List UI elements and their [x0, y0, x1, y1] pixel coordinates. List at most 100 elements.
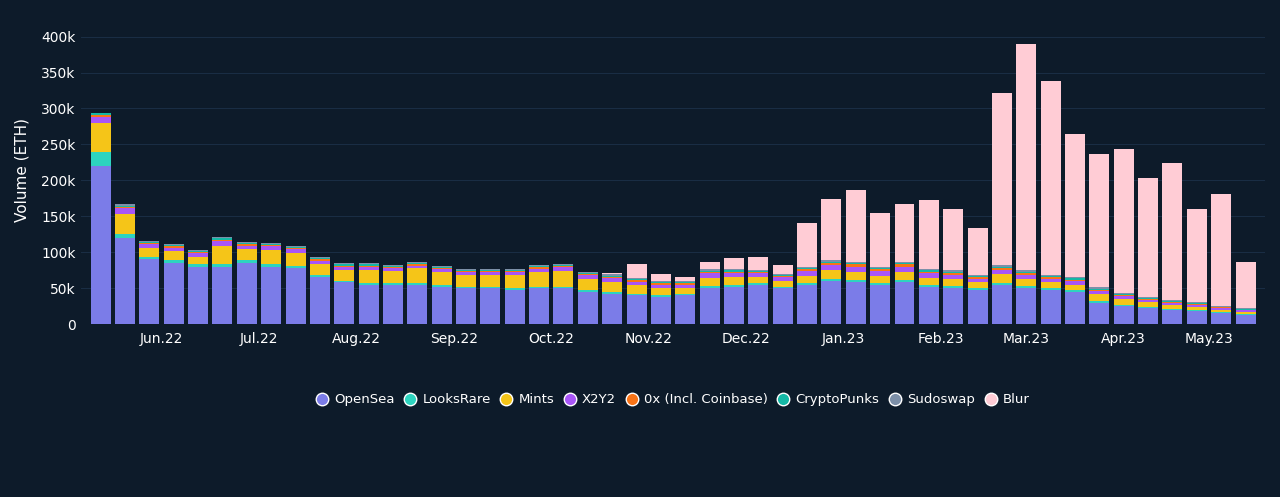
- Bar: [431, 266, 452, 267]
- Bar: [602, 274, 622, 275]
- Bar: [1187, 310, 1207, 311]
- Bar: [407, 268, 428, 283]
- Bar: [919, 200, 938, 269]
- Bar: [1114, 294, 1134, 295]
- Bar: [212, 238, 233, 240]
- Bar: [456, 275, 476, 287]
- Bar: [992, 283, 1012, 285]
- Bar: [188, 252, 209, 253]
- Bar: [1016, 286, 1037, 288]
- Bar: [529, 269, 549, 272]
- Bar: [261, 243, 282, 244]
- Bar: [749, 285, 768, 324]
- Bar: [1211, 307, 1231, 308]
- Bar: [943, 288, 963, 324]
- Bar: [797, 266, 817, 268]
- Bar: [943, 279, 963, 286]
- Bar: [676, 281, 695, 282]
- Bar: [992, 268, 1012, 270]
- Bar: [1114, 305, 1134, 306]
- Bar: [602, 292, 622, 294]
- Bar: [652, 283, 671, 285]
- Bar: [334, 282, 355, 324]
- Bar: [676, 277, 695, 281]
- Bar: [1211, 313, 1231, 324]
- Bar: [797, 283, 817, 285]
- Bar: [140, 242, 159, 243]
- Bar: [212, 266, 233, 324]
- Bar: [1114, 150, 1134, 293]
- Bar: [1211, 194, 1231, 306]
- Bar: [237, 246, 257, 249]
- Bar: [237, 263, 257, 324]
- Bar: [504, 269, 525, 270]
- Bar: [310, 258, 330, 259]
- Bar: [700, 278, 719, 286]
- Bar: [577, 290, 598, 292]
- Bar: [91, 113, 110, 115]
- Bar: [749, 270, 768, 271]
- Bar: [626, 278, 646, 279]
- Bar: [724, 285, 744, 287]
- Bar: [140, 259, 159, 324]
- Bar: [626, 280, 646, 282]
- Bar: [358, 285, 379, 324]
- Bar: [1114, 295, 1134, 296]
- Bar: [1138, 302, 1158, 307]
- Bar: [602, 294, 622, 324]
- Bar: [1041, 276, 1061, 277]
- Bar: [846, 263, 865, 264]
- Bar: [700, 288, 719, 324]
- Bar: [919, 272, 938, 273]
- Bar: [895, 280, 914, 282]
- Bar: [480, 287, 500, 288]
- Bar: [553, 267, 573, 271]
- Bar: [968, 276, 988, 277]
- Bar: [846, 272, 865, 280]
- Bar: [626, 285, 646, 294]
- Bar: [943, 272, 963, 273]
- Bar: [407, 262, 428, 263]
- Bar: [358, 267, 379, 270]
- Bar: [724, 272, 744, 273]
- Bar: [480, 269, 500, 270]
- Bar: [1162, 309, 1183, 310]
- Bar: [529, 267, 549, 269]
- Bar: [822, 263, 841, 265]
- Bar: [773, 281, 792, 287]
- Bar: [212, 240, 233, 242]
- Bar: [1016, 44, 1037, 270]
- Bar: [700, 270, 719, 272]
- Bar: [285, 246, 306, 247]
- Bar: [504, 272, 525, 275]
- Bar: [529, 288, 549, 324]
- Bar: [1138, 298, 1158, 299]
- Bar: [870, 266, 890, 268]
- Bar: [1089, 291, 1110, 294]
- Bar: [652, 285, 671, 288]
- Bar: [919, 278, 938, 285]
- Bar: [358, 265, 379, 267]
- Bar: [140, 245, 159, 248]
- Bar: [822, 265, 841, 270]
- Bar: [553, 265, 573, 266]
- Bar: [1235, 311, 1256, 312]
- Bar: [626, 294, 646, 295]
- Bar: [846, 282, 865, 324]
- Bar: [456, 272, 476, 275]
- Bar: [626, 282, 646, 285]
- Bar: [383, 268, 403, 271]
- Bar: [652, 288, 671, 295]
- Bar: [700, 269, 719, 270]
- Bar: [797, 275, 817, 283]
- Bar: [724, 287, 744, 324]
- Bar: [164, 248, 184, 251]
- Bar: [724, 258, 744, 269]
- Bar: [1114, 293, 1134, 294]
- Bar: [1089, 303, 1110, 324]
- Bar: [1114, 306, 1134, 324]
- Bar: [261, 244, 282, 245]
- Bar: [431, 267, 452, 268]
- Bar: [407, 285, 428, 324]
- Bar: [652, 282, 671, 283]
